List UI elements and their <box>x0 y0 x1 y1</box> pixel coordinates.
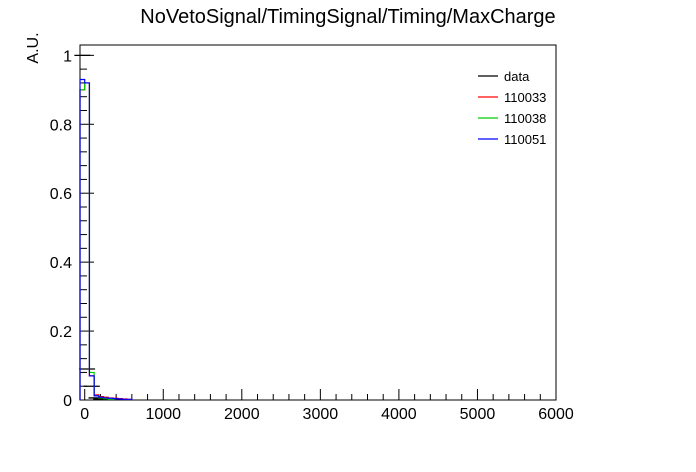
legend-label: 110033 <box>504 90 546 105</box>
y-tick-label: 1 <box>63 48 72 65</box>
x-tick-label: 4000 <box>381 406 417 423</box>
series-line-110051 <box>79 78 133 400</box>
y-tick-label: 0 <box>63 393 72 410</box>
series-line-110038 <box>79 82 114 400</box>
x-tick-label: 2000 <box>224 406 260 423</box>
x-tick-label: 6000 <box>538 406 574 423</box>
plot-area: 0 1000 2000 3000 4000 5000 6000 0 0.2 0.4 0.6 0.8 1 <box>50 44 574 423</box>
x-tick-label: 1000 <box>145 406 181 423</box>
x-tick-label: 0 <box>80 406 89 423</box>
y-tick-label: 0.6 <box>50 186 72 203</box>
legend-label: data <box>504 69 530 84</box>
series-line-110033 <box>79 82 133 400</box>
plot-frame <box>79 44 557 401</box>
x-tick-label: 5000 <box>460 406 496 423</box>
y-tick-label: 0.4 <box>50 255 72 272</box>
y-tick-label: 0.2 <box>50 324 72 341</box>
legend: data 110033 110038 110051 <box>478 69 546 147</box>
y-tick-label: 0.8 <box>50 117 72 134</box>
chart-title: NoVetoSignal/TimingSignal/Timing/MaxChar… <box>140 6 555 28</box>
legend-label: 110038 <box>504 111 546 126</box>
y-axis-label: A.U. <box>25 32 42 63</box>
legend-label: 110051 <box>504 132 546 147</box>
x-tick-label: 3000 <box>303 406 339 423</box>
